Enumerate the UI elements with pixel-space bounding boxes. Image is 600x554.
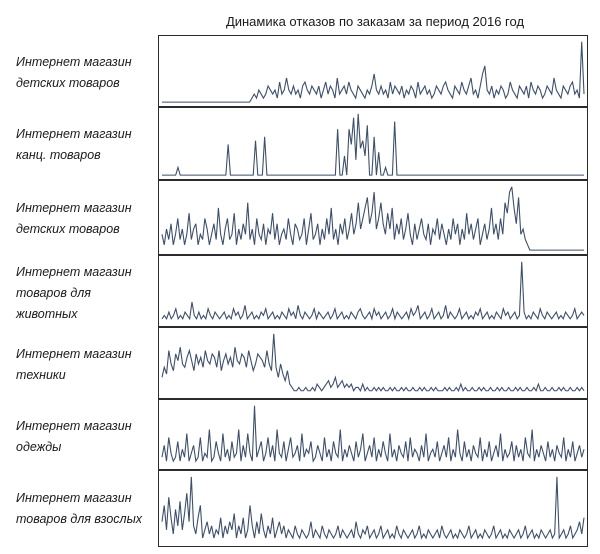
panel-plot: [161, 186, 585, 251]
series-line: [161, 476, 585, 541]
panel-plot: [161, 333, 585, 392]
panel-label-line: Интернет магазин: [16, 55, 132, 69]
panel-5: [158, 327, 588, 399]
series-line: [161, 186, 585, 251]
panel-label-line: детских товаров: [16, 222, 120, 236]
panel-label-line: товаров для взослых: [16, 512, 143, 526]
series-line: [161, 113, 585, 176]
panel-plot: [161, 405, 585, 463]
panel-2: [158, 107, 588, 180]
series-line: [161, 41, 585, 103]
panel-label-line: Интернет магазин: [16, 265, 132, 279]
panel-label-7: Интернет магазин товаров для взослых: [16, 488, 156, 530]
panel-plot: [161, 261, 585, 321]
panel-label-line: одежды: [16, 440, 62, 454]
series-line: [161, 333, 585, 392]
panel-label-3: Интернет магазин детских товаров: [16, 198, 156, 240]
panel-3: [158, 180, 588, 255]
panel-plot: [161, 476, 585, 541]
panel-plot: [161, 41, 585, 103]
chart-title: Динамика отказов по заказам за период 20…: [225, 14, 525, 29]
panel-label-5: Интернет магазин техники: [16, 344, 156, 386]
panel-label-line: Интернет магазин: [16, 127, 132, 141]
panel-label-line: товаров для: [16, 286, 91, 300]
panel-label-line: канц. товаров: [16, 148, 101, 162]
panel-label-line: техники: [16, 368, 66, 382]
panel-label-1: Интернет магазин детских товаров: [16, 52, 156, 94]
panel-label-line: животных: [16, 307, 78, 321]
panel-label-line: Интернет магазин: [16, 491, 132, 505]
panel-1: [158, 35, 588, 107]
panel-label-line: Интернет магазин: [16, 347, 132, 361]
panel-6: [158, 399, 588, 470]
series-line: [161, 405, 585, 463]
panel-label-line: Интернет магазин: [16, 201, 132, 215]
series-line: [161, 261, 585, 321]
panel-label-2: Интернет магазин канц. товаров: [16, 124, 156, 166]
panel-label-6: Интернет магазин одежды: [16, 416, 156, 458]
panel-7: [158, 470, 588, 547]
panel-4: [158, 255, 588, 327]
panel-label-line: детских товаров: [16, 76, 120, 90]
panel-label-line: Интернет магазин: [16, 419, 132, 433]
panel-plot: [161, 113, 585, 176]
panel-label-4: Интернет магазин товаров для животных: [16, 262, 156, 325]
